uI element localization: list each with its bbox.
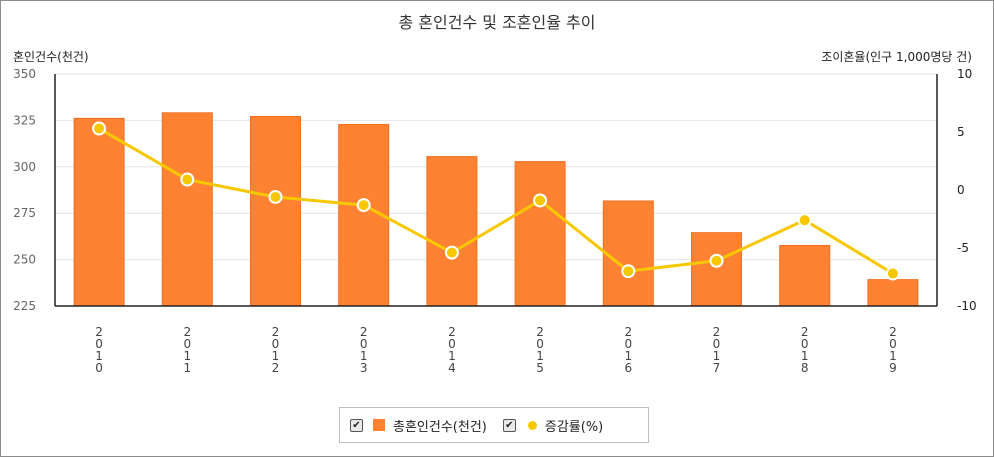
right-tick-label: 5 <box>957 125 965 139</box>
line-point[interactable] <box>885 266 900 281</box>
right-tick-label: 10 <box>957 67 972 81</box>
left-tick-label: 300 <box>13 160 36 174</box>
right-tick-label: -10 <box>957 299 977 313</box>
bar[interactable] <box>867 279 919 307</box>
legend-bar-checkbox[interactable]: ✔ <box>350 418 363 432</box>
line-point[interactable] <box>444 245 459 260</box>
bar[interactable] <box>602 200 654 307</box>
left-tick-label: 325 <box>13 113 36 127</box>
legend: ✔ 총혼인건수(천건) ✔ 증감률(%) <box>339 407 649 443</box>
line-point[interactable] <box>180 172 195 187</box>
left-tick-label: 275 <box>13 206 36 220</box>
legend-line-label[interactable]: 증감률(%) <box>544 419 604 435</box>
chart-area: 혼인건수(천건) 조이혼율(인구 1,000명당 건) 225 250 275 300… <box>13 49 977 375</box>
bar[interactable] <box>691 232 742 307</box>
left-axis-label: 혼인건수(천건) <box>13 49 89 64</box>
line-point[interactable] <box>709 253 724 268</box>
left-tick-label: 250 <box>13 253 36 267</box>
chart-title: 총 혼인건수 및 조혼인율 추이 <box>398 13 596 32</box>
line-point[interactable] <box>356 198 371 213</box>
line-point[interactable] <box>621 264 636 279</box>
right-tick-label: 0 <box>957 183 965 197</box>
bar[interactable] <box>514 161 566 307</box>
legend-line-swatch <box>527 420 537 430</box>
line-point[interactable] <box>797 213 812 228</box>
bar[interactable] <box>779 244 831 307</box>
bar[interactable] <box>250 116 301 307</box>
legend-bar-label[interactable]: 총혼인건수(천건) <box>393 419 487 435</box>
left-tick-label: 225 <box>13 299 36 313</box>
legend-bar-swatch <box>373 419 385 431</box>
bar[interactable] <box>161 112 213 307</box>
line-point[interactable] <box>533 193 548 208</box>
legend-line-checkbox[interactable]: ✔ <box>502 418 516 432</box>
right-axis-label: 조이혼율(인구 1,000명당 건) <box>821 50 972 64</box>
right-tick-label: -5 <box>957 241 969 255</box>
left-tick-label: 350 <box>13 67 36 81</box>
bar[interactable] <box>73 117 125 307</box>
line-point[interactable] <box>92 121 107 136</box>
line-point[interactable] <box>268 189 283 204</box>
bar[interactable] <box>426 156 478 307</box>
line-series <box>98 127 894 275</box>
